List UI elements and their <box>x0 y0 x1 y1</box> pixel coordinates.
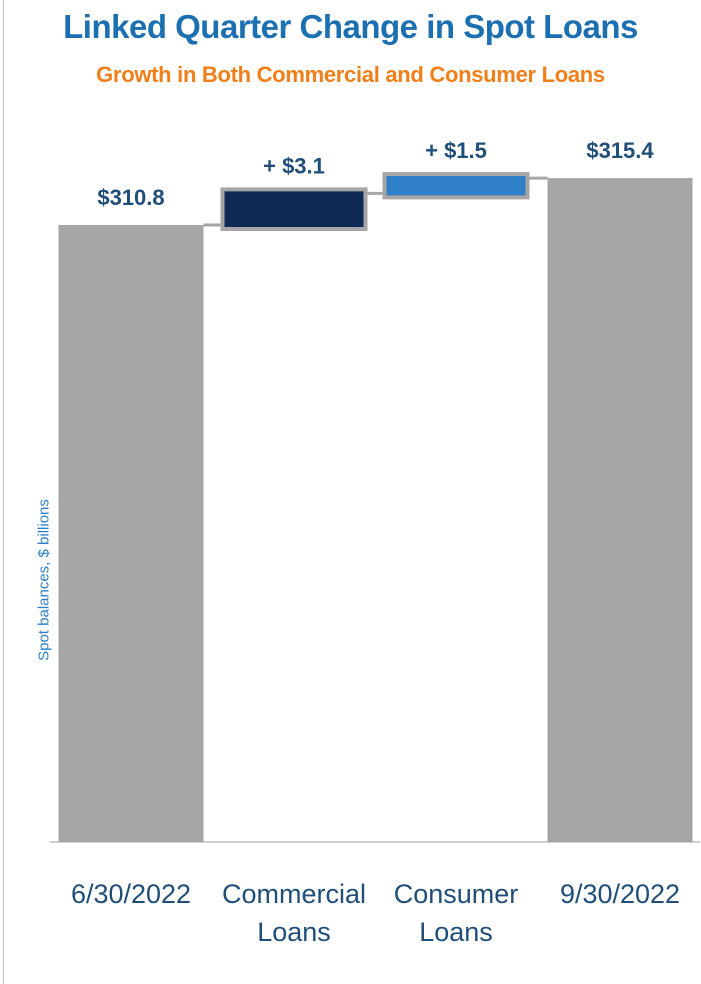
x-label-1: Commercial Loans <box>221 879 367 947</box>
x-label-0: 6/30/2022 <box>70 879 192 909</box>
data-label-1: + $3.1 <box>263 153 325 178</box>
bar-3 <box>547 178 693 842</box>
x-label-3: 9/30/2022 <box>559 879 681 909</box>
bar-1 <box>220 187 368 232</box>
data-label-2: + $1.5 <box>425 138 487 163</box>
left-border-rule <box>3 0 4 984</box>
chart-title: Linked Quarter Change in Spot Loans <box>63 8 638 45</box>
bar-0 <box>58 225 204 842</box>
data-label-3: $315.4 <box>586 138 654 163</box>
chart-subtitle: Growth in Both Commercial and Consumer L… <box>96 62 605 87</box>
x-label-2: Consumer Loans <box>393 879 519 947</box>
data-label-0: $310.8 <box>97 185 164 210</box>
bar-2 <box>382 172 530 200</box>
